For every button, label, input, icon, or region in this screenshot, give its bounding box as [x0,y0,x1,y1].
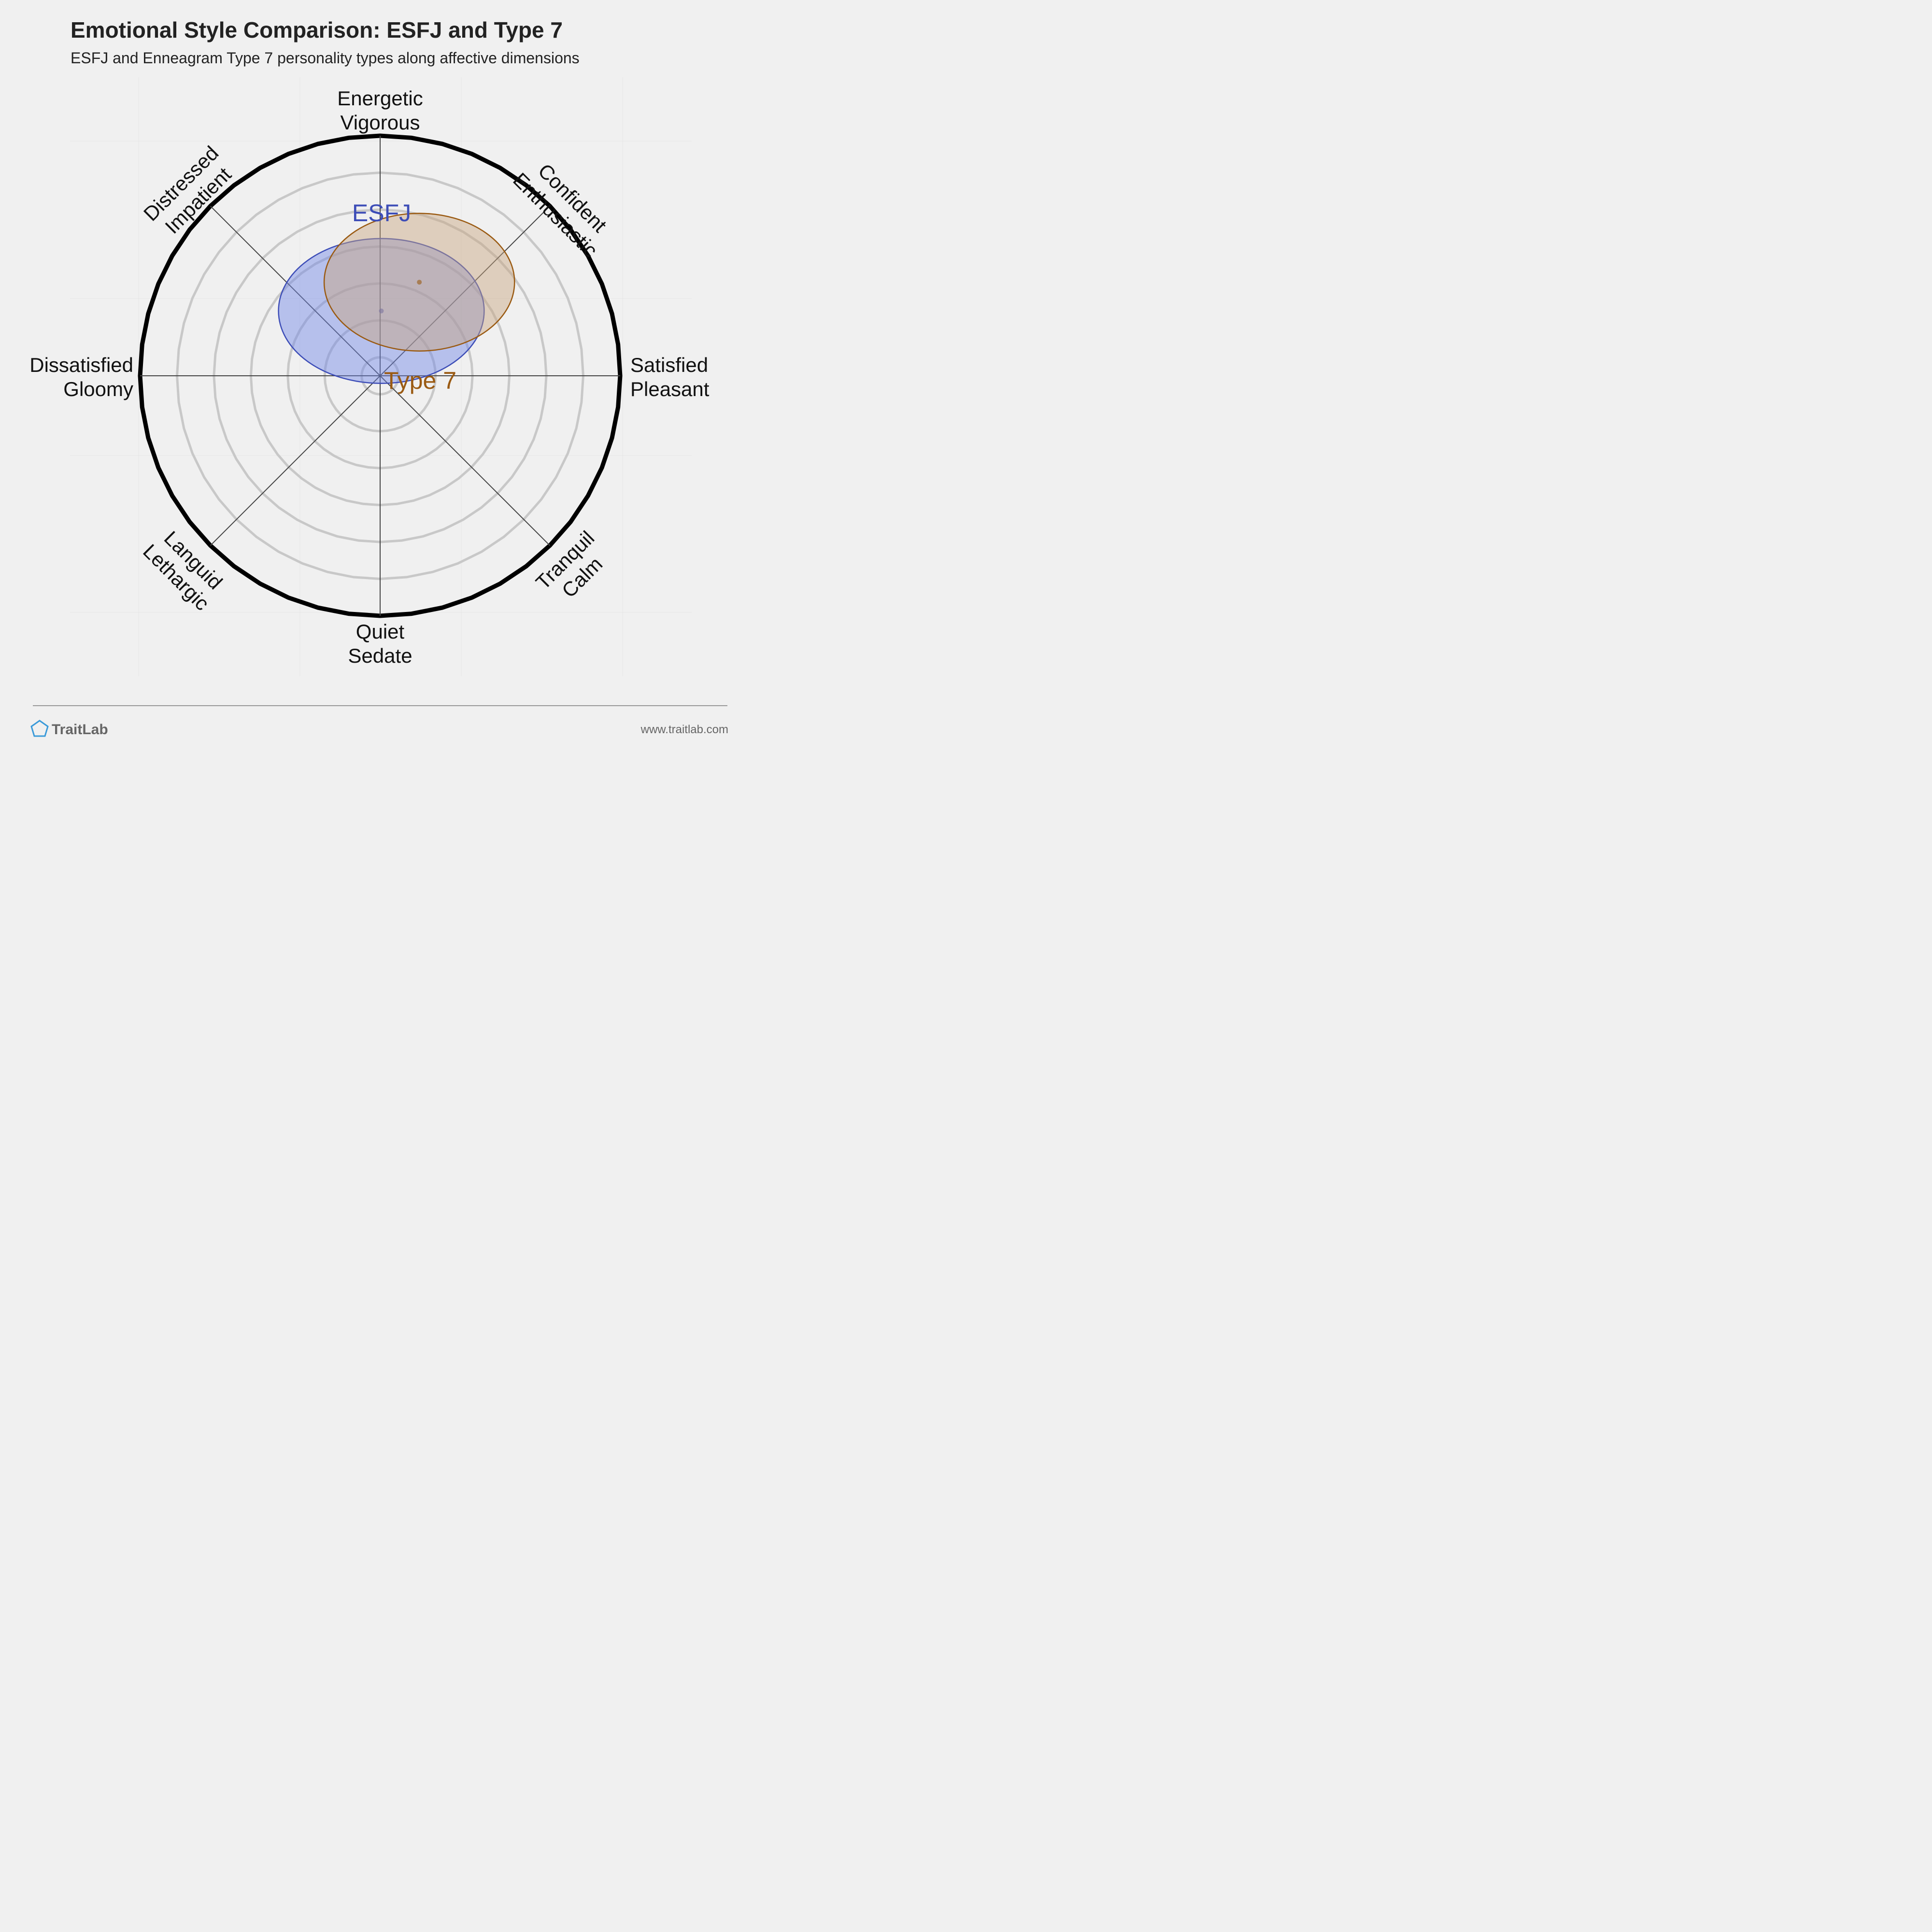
footer-brand: TraitLab [52,722,108,738]
axis-label-line2-2: Pleasant [630,378,710,400]
type-7-center-point [417,280,422,285]
axis-spoke-5 [210,375,381,546]
series-layer: ESFJ Type 7 [278,199,515,394]
footer-url: www.traitlab.com [640,723,728,736]
axis-label-2: Satisfied Pleasant [630,354,710,400]
background-grid [70,77,692,676]
axis-label-line1-6: Dissatisfied [29,354,133,376]
esfj-series-label: ESFJ [352,199,411,227]
axis-label-5: LanguidLethargic [139,523,231,615]
axis-label-line2-4: Sedate [348,644,412,667]
axis-label-line1-2: Satisfied [630,354,708,376]
axis-label-line1-4: Quiet [356,620,405,643]
chart-subtitle: ESFJ and Enneagram Type 7 personality ty… [71,49,580,67]
axis-spoke-3 [380,375,551,546]
esfj-center-point [379,308,384,313]
axis-label-6: Dissatisfied Gloomy [29,354,133,400]
emotional-style-radar-chart: Emotional Style Comparison: ESFJ and Typ… [29,17,728,738]
axis-label-line1-0: Energetic [337,87,423,110]
axis-label-4: Quiet Sedate [348,620,412,667]
axis-spoke-1 [380,205,551,376]
type-7-series-label: Type 7 [384,367,456,394]
traitlab-logo-icon [30,720,49,737]
chart-title: Emotional Style Comparison: ESFJ and Typ… [71,17,563,43]
axis-spoke-7 [210,205,381,376]
axis-label-line2-0: Vigorous [340,111,420,134]
axis-label-0: Energetic Vigorous [337,87,423,134]
axis-label-line2-6: Gloomy [63,378,133,400]
axis-label-1: ConfidentEnthusiastic [509,151,619,262]
axis-spokes [140,136,620,616]
